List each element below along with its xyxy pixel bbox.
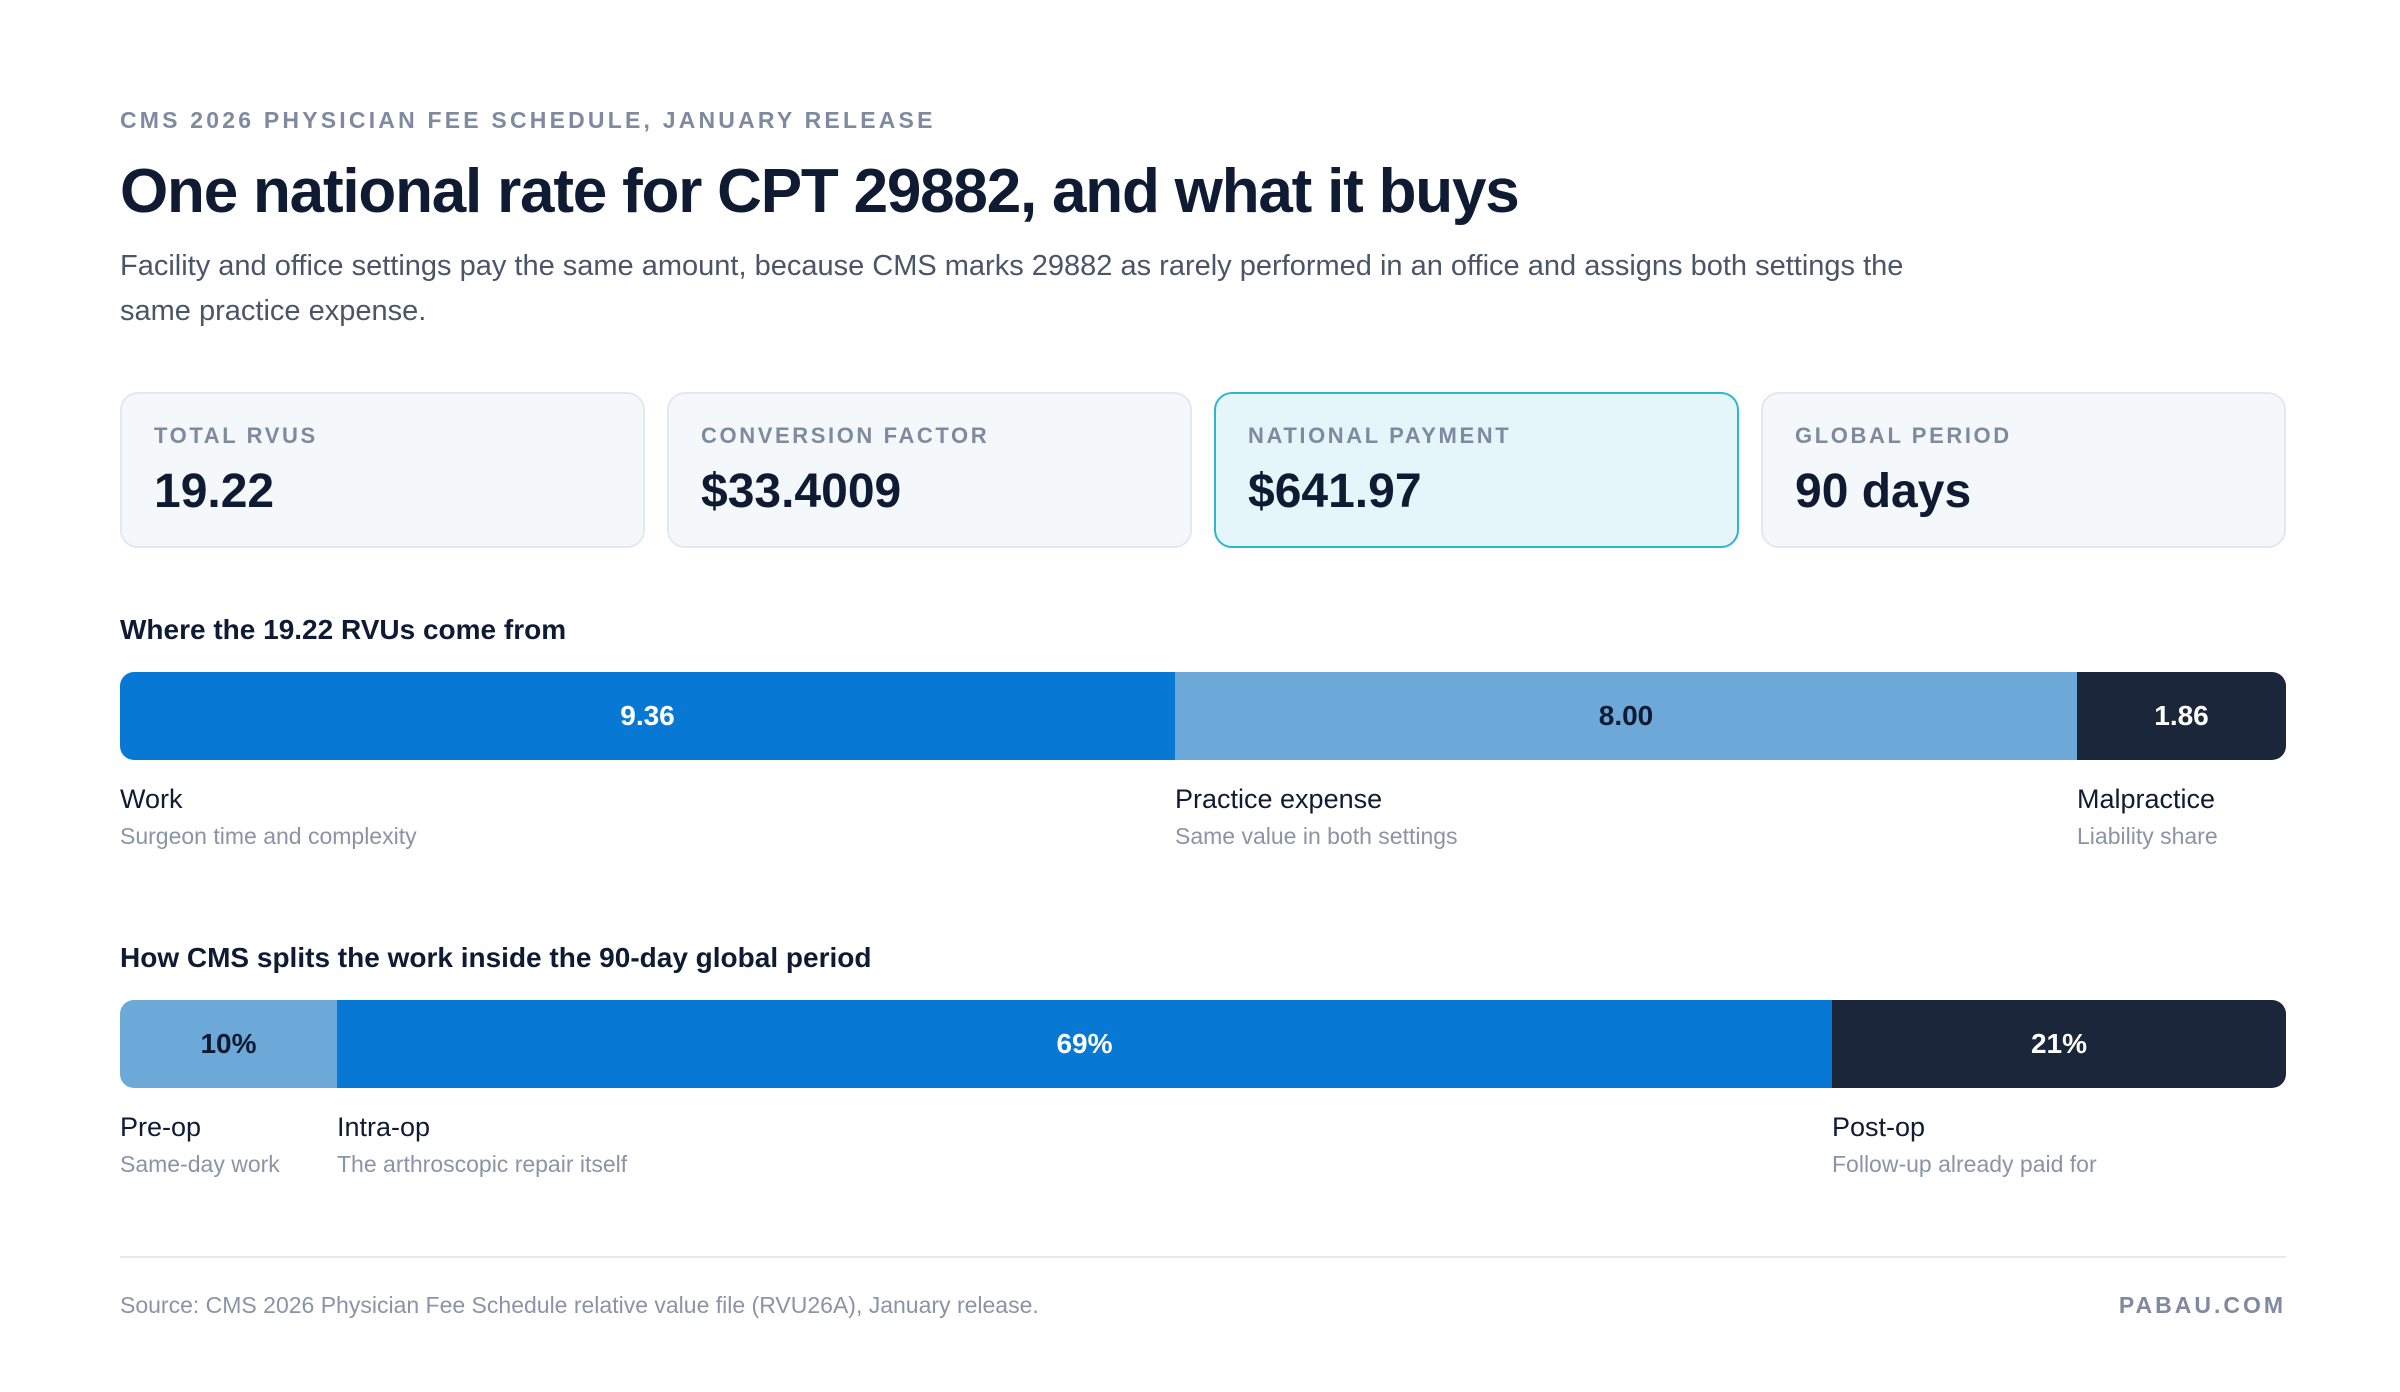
segment-description: Surgeon time and complexity	[120, 823, 417, 849]
page-title: One national rate for CPT 29882, and wha…	[120, 157, 1520, 226]
work-split-segment-labels: Pre-op Same-day work Intra-op The arthrosco…	[120, 1110, 2286, 1206]
kpi-value: $641.97	[1248, 465, 1422, 518]
kpi-value: $33.4009	[701, 465, 902, 518]
segment-name: Malpractice	[2077, 784, 2216, 814]
segment-description: Same value in both settings	[1175, 823, 1458, 849]
segment-name: Post-op	[1832, 1112, 1926, 1142]
segment-legend-practice-expense: Practice expense Same value in both setti…	[1175, 782, 1458, 852]
source-note: Source: CMS 2026 Physician Fee Schedule …	[120, 1292, 1039, 1318]
kpi-label: GLOBAL PERIOD	[1795, 423, 2012, 448]
segment-name: Practice expense	[1175, 784, 1383, 814]
kpi-label: CONVERSION FACTOR	[701, 423, 990, 448]
data-label: 9.36	[620, 700, 675, 731]
segment-name: Pre-op	[120, 1112, 202, 1142]
kpi-label: NATIONAL PAYMENT	[1248, 423, 1512, 448]
eyebrow-label: CMS 2026 PHYSICIAN FEE SCHEDULE, JANUARY…	[120, 107, 936, 133]
segment-legend-intra-op: Intra-op The arthroscopic repair itself	[337, 1110, 627, 1180]
data-label: 8.00	[1598, 700, 1654, 731]
bar-segment-malpractice: 1.86	[2077, 672, 2286, 760]
segment-description: Liability share	[2077, 823, 2218, 849]
footer: Source: CMS 2026 Physician Fee Schedule …	[120, 1292, 2286, 1319]
kpi-card-national-payment: NATIONAL PAYMENT $641.97	[1214, 392, 1739, 548]
kpi-card-total-rvus: TOTAL RVUS 19.22	[120, 392, 645, 548]
bar-segment-post-op: 21%	[1832, 1000, 2286, 1088]
kpi-card-global-period: GLOBAL PERIOD 90 days	[1761, 392, 2286, 548]
rvu-stacked-bar: 9.36 8.00 1.86	[120, 672, 2286, 760]
segment-legend-work: Work Surgeon time and complexity	[120, 782, 417, 852]
bar-segment-practice-expense: 8.00	[1175, 672, 2077, 760]
infographic-page: CMS 2026 PHYSICIAN FEE SCHEDULE, JANUARY…	[120, 104, 2286, 1319]
segment-legend-malpractice: Malpractice Liability share	[2077, 782, 2218, 852]
kpi-row: TOTAL RVUS 19.22 CONVERSION FACTOR $33.4…	[120, 392, 2286, 548]
rvu-chart-title: Where the 19.22 RVUs come from	[120, 614, 567, 645]
kpi-value: 90 days	[1795, 465, 1972, 518]
data-label: 21%	[2030, 1028, 2088, 1059]
bar-segment-pre-op: 10%	[120, 1000, 337, 1088]
segment-description: Follow-up already paid for	[1832, 1151, 2097, 1177]
data-label: 1.86	[2154, 700, 2209, 731]
work-split-stacked-bar: 10% 69% 21%	[120, 1000, 2286, 1088]
footer-divider	[120, 1256, 2286, 1258]
kpi-card-conversion-factor: CONVERSION FACTOR $33.4009	[667, 392, 1192, 548]
brand-mark: PABAU.COM	[2118, 1292, 2286, 1318]
data-label: 10%	[200, 1028, 257, 1059]
segment-description: The arthroscopic repair itself	[337, 1151, 628, 1177]
rvu-segment-labels: Work Surgeon time and complexity Practice …	[120, 782, 2286, 878]
page-subtitle: Facility and office settings pay the sam…	[120, 250, 1904, 327]
data-label: 69%	[1056, 1028, 1113, 1059]
kpi-label: TOTAL RVUS	[154, 423, 318, 448]
bar-segment-intra-op: 69%	[337, 1000, 1832, 1088]
work-split-chart-title: How CMS splits the work inside the 90-da…	[120, 942, 872, 973]
kpi-value: 19.22	[154, 465, 275, 518]
segment-legend-post-op: Post-op Follow-up already paid for	[1832, 1110, 2097, 1180]
segment-legend-pre-op: Pre-op Same-day work	[120, 1110, 280, 1180]
bar-segment-work: 9.36	[120, 672, 1175, 760]
segment-description: Same-day work	[120, 1151, 280, 1177]
segment-name: Work	[120, 784, 183, 814]
segment-name: Intra-op	[337, 1112, 431, 1142]
